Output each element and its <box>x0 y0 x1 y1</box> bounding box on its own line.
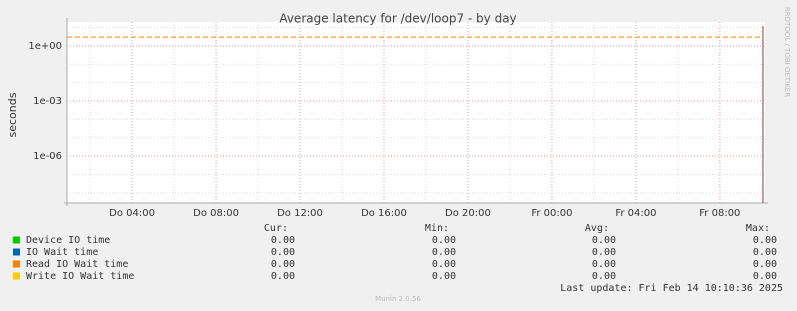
stat-header: Cur: <box>264 223 288 234</box>
last-update: Last update: Fri Feb 14 10:10:36 2025 <box>560 283 783 294</box>
y-tick-label: 1e-03 <box>33 96 62 107</box>
stat-value: 0.00 <box>592 247 616 258</box>
stat-header: Max: <box>746 223 770 234</box>
stat-value: 0.00 <box>271 259 295 270</box>
stat-value: 0.00 <box>432 259 456 270</box>
stat-value: 0.00 <box>753 247 777 258</box>
stat-value: 0.00 <box>753 235 777 246</box>
legend-label: Device IO time <box>26 235 110 246</box>
plot-area <box>67 22 765 203</box>
legend-label: IO Wait time <box>26 247 98 258</box>
x-tick-label: Do 20:00 <box>445 208 491 219</box>
x-tick-label: Do 12:00 <box>277 208 323 219</box>
stat-value: 0.00 <box>271 235 295 246</box>
x-tick-label: Fr 00:00 <box>531 208 572 219</box>
stat-value: 0.00 <box>592 271 616 282</box>
stat-value: 0.00 <box>432 271 456 282</box>
legend-label: Read IO Wait time <box>26 259 128 270</box>
x-tick-label: Fr 04:00 <box>615 208 656 219</box>
stat-value: 0.00 <box>592 259 616 270</box>
x-tick-label: Fr 08:00 <box>699 208 740 219</box>
legend-swatch <box>13 272 20 280</box>
y-tick-label: 1e+00 <box>28 41 62 52</box>
chart-title: Average latency for /dev/loop7 - by day <box>279 12 516 26</box>
stat-value: 0.00 <box>753 259 777 270</box>
stat-value: 0.00 <box>271 247 295 258</box>
stat-header: Avg: <box>585 223 609 234</box>
x-tick-label: Do 04:00 <box>109 208 155 219</box>
watermark: RRDTOOL / TOBI OETIKER <box>783 7 791 97</box>
stat-value: 0.00 <box>432 235 456 246</box>
legend-swatch <box>13 236 20 244</box>
stat-value: 0.00 <box>432 247 456 258</box>
stat-value: 0.00 <box>753 271 777 282</box>
x-tick-label: Do 08:00 <box>193 208 239 219</box>
y-axis-label: seconds <box>6 92 19 137</box>
y-tick-label: 1e-06 <box>33 151 62 162</box>
footer: Munin 2.0.56 <box>375 295 421 303</box>
stat-value: 0.00 <box>271 271 295 282</box>
stat-value: 0.00 <box>592 235 616 246</box>
legend-swatch <box>13 260 20 268</box>
stat-header: Min: <box>425 223 449 234</box>
x-tick-label: Do 16:00 <box>361 208 407 219</box>
legend-label: Write IO Wait time <box>26 271 134 282</box>
legend-swatch <box>13 248 20 256</box>
